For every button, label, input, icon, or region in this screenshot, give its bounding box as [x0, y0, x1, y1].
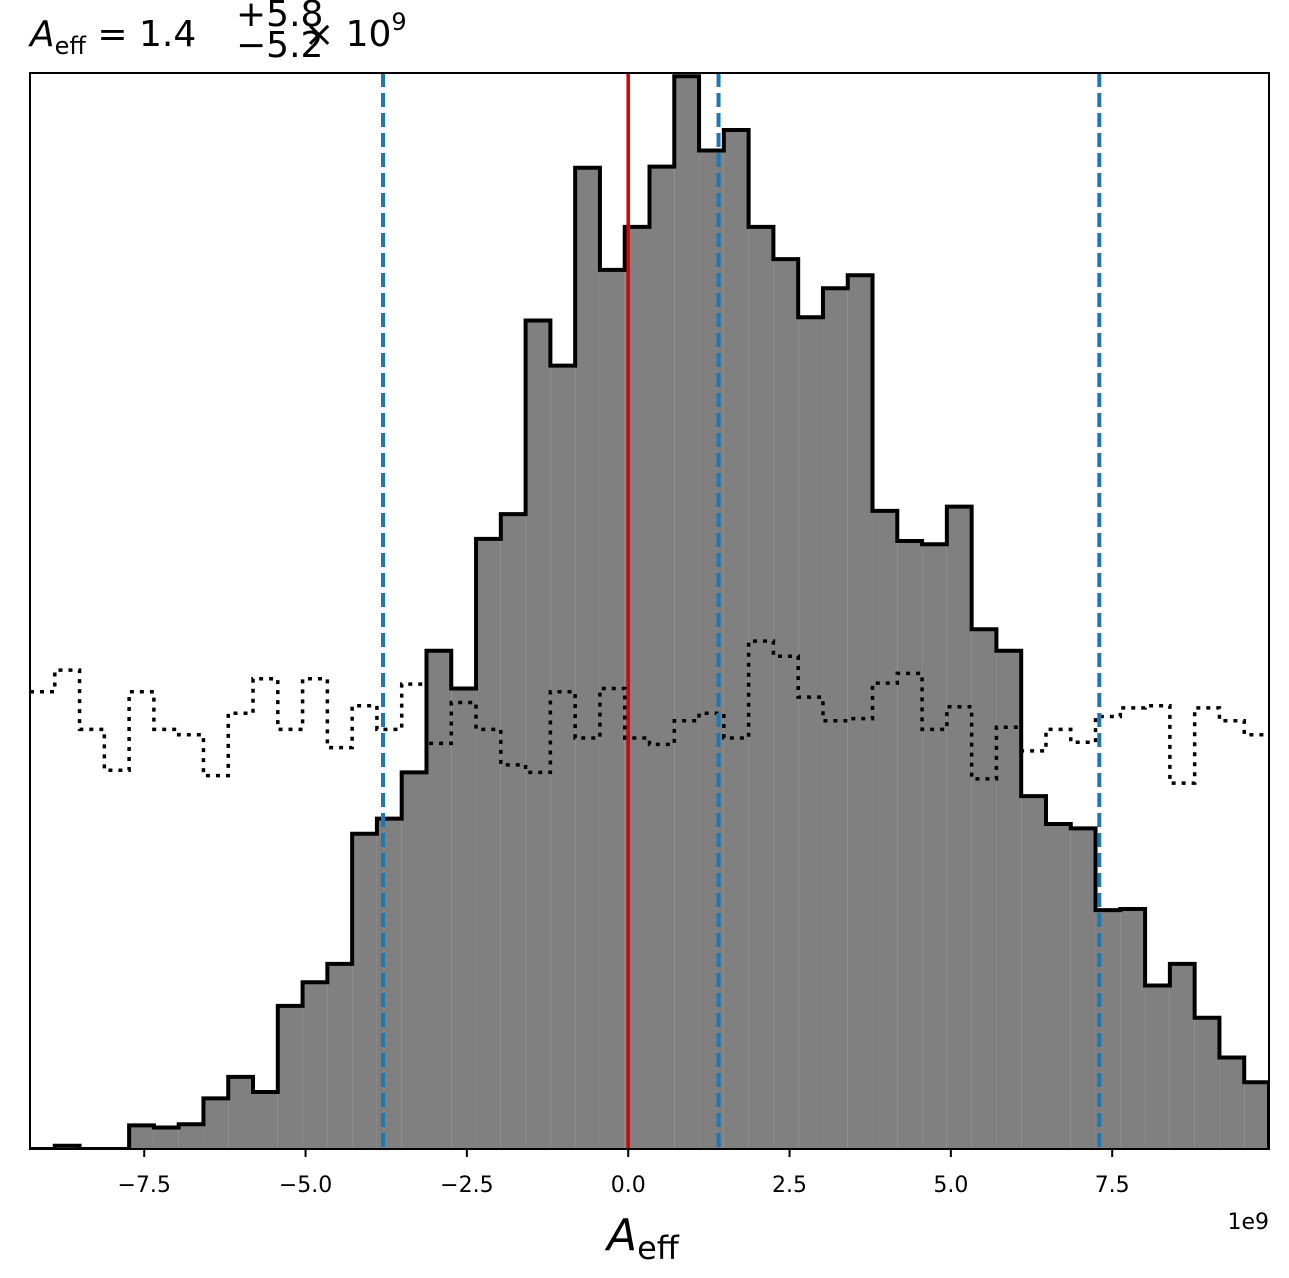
- posterior-bar: [723, 130, 749, 1149]
- x-tick-label: −5.0: [279, 1173, 332, 1198]
- posterior-bar: [302, 982, 328, 1149]
- posterior-bar: [1244, 1082, 1269, 1149]
- x-axis-label: Aeff: [604, 1210, 680, 1267]
- posterior-bar: [376, 818, 402, 1149]
- title-lower-error: −5.2: [236, 25, 323, 66]
- posterior-bar: [1169, 963, 1195, 1149]
- x-tick-label: 0.0: [611, 1173, 646, 1198]
- posterior-bar: [922, 544, 947, 1149]
- x-axis-ticks: −7.5 −5.0 −2.5 0.0 2.5 5.0 7.5: [118, 1149, 1130, 1198]
- posterior-bar: [649, 166, 675, 1149]
- posterior-bar: [748, 226, 774, 1149]
- posterior-bar: [203, 1098, 229, 1149]
- posterior-bar: [500, 514, 526, 1149]
- posterior-bar: [178, 1124, 204, 1149]
- posterior-bar: [1021, 796, 1046, 1149]
- posterior-outline: [30, 74, 1269, 1149]
- posterior-bar: [798, 317, 823, 1149]
- posterior-bar: [1070, 828, 1096, 1149]
- posterior-bar: [599, 269, 625, 1149]
- title-multiplier: × 109: [304, 8, 407, 55]
- posterior-bar: [1045, 824, 1071, 1149]
- posterior-bar: [525, 320, 551, 1149]
- posterior-bar: [401, 772, 427, 1149]
- posterior-bar: [996, 650, 1022, 1149]
- prior-outline: [30, 639, 1269, 785]
- x-tick-label: 7.5: [1095, 1173, 1130, 1198]
- posterior-bar: [575, 167, 600, 1149]
- posterior-bar: [277, 1005, 303, 1149]
- posterior-bar: [352, 833, 377, 1149]
- posterior-bar: [129, 1125, 154, 1149]
- posterior-bar: [327, 963, 353, 1149]
- posterior-bar: [153, 1127, 179, 1149]
- posterior-bar: [476, 538, 501, 1149]
- axes-frame: [29, 72, 1270, 1150]
- posterior-bar: [674, 76, 700, 1149]
- posterior-bar: [426, 650, 452, 1149]
- posterior-bar: [822, 288, 848, 1149]
- posterior-bar: [872, 510, 898, 1149]
- posterior-bar: [228, 1076, 254, 1149]
- posterior-bar: [971, 629, 997, 1149]
- title-upper-error: +5.8: [236, 0, 323, 35]
- x-tick-label: −7.5: [118, 1173, 171, 1198]
- posterior-bar: [1095, 910, 1121, 1149]
- posterior-bar: [773, 259, 799, 1149]
- posterior-bar: [897, 541, 923, 1149]
- posterior-bar: [550, 365, 576, 1149]
- x-axis-offset-text: 1e9: [1227, 1210, 1269, 1235]
- x-tick-label: 5.0: [933, 1173, 968, 1198]
- posterior-bar: [1145, 985, 1170, 1149]
- chart-title: Aeff = 1.4: [28, 14, 196, 60]
- posterior-bar: [1194, 1017, 1220, 1149]
- x-tick-label: 2.5: [772, 1173, 807, 1198]
- posterior-bar: [451, 688, 477, 1149]
- plot-area: [30, 73, 1269, 1149]
- posterior-bar: [253, 1091, 278, 1149]
- posterior-bar: [1219, 1057, 1245, 1149]
- posterior-bar: [847, 275, 873, 1149]
- posterior-bar: [1120, 909, 1146, 1149]
- posterior-bar: [946, 506, 972, 1149]
- x-tick-label: −2.5: [440, 1173, 493, 1198]
